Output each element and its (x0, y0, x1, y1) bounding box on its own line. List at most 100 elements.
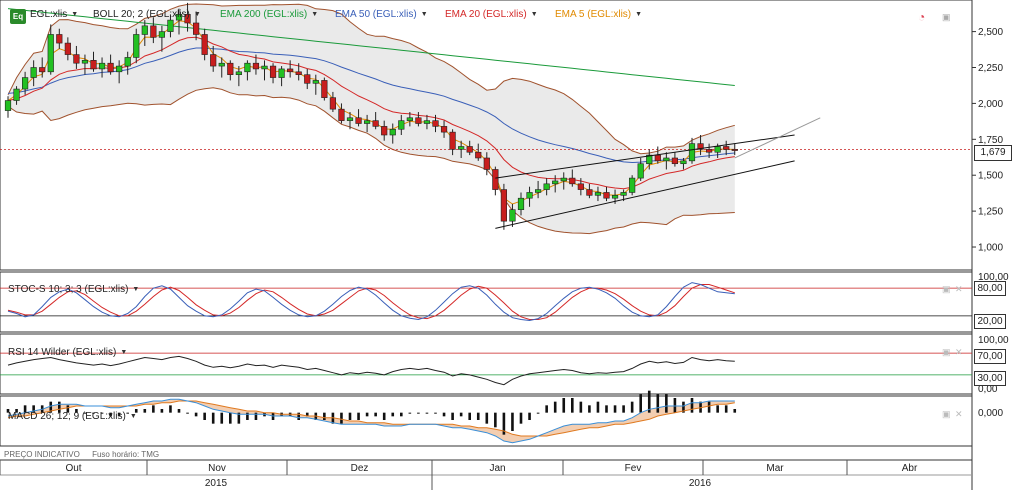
maximize-icon[interactable]: ▣ (942, 12, 951, 22)
macd-histogram-bar (613, 405, 617, 413)
chevron-down-icon[interactable]: ▼ (530, 11, 538, 18)
y-tick-label: 1,750 (978, 135, 1003, 146)
macd-histogram-bar (391, 412, 395, 417)
pane-maximize-icon: ▣ (942, 284, 951, 294)
candle-up (13, 88, 20, 101)
candle-up (534, 189, 542, 193)
macd-histogram-bar (92, 412, 95, 414)
clock-icon[interactable]: ◔ (918, 10, 926, 24)
legend-item-ema20[interactable]: EMA 20 (EGL:xlis) ▼ (445, 9, 538, 20)
chevron-down-icon[interactable]: ▼ (120, 349, 128, 356)
chevron-down-icon[interactable]: ▼ (132, 286, 140, 293)
macd-histogram-bar (656, 394, 660, 413)
year-label: 2015 (205, 478, 228, 489)
macd-histogram-bar (160, 409, 164, 413)
macd-histogram-bar (459, 412, 463, 417)
macd-histogram-bar (203, 412, 206, 420)
macd-histogram-bar (673, 398, 677, 413)
bollinger-upper-line (7, 3, 735, 155)
legend-item-label: EMA 200 (EGL:xlis) (220, 9, 308, 20)
legend-item-label: EMA 5 (EGL:xlis) (555, 9, 632, 20)
chevron-down-icon[interactable]: ▼ (129, 413, 137, 420)
candle-down (90, 60, 97, 70)
legend-item-ema200[interactable]: EMA 200 (EGL:xlis) ▼ (220, 9, 318, 20)
candle-up (218, 62, 225, 67)
month-label: Nov (208, 463, 226, 474)
chevron-down-icon[interactable]: ▼ (71, 11, 79, 18)
macd-histogram-bar (442, 412, 446, 417)
candle-up (714, 146, 721, 153)
candle-down (654, 154, 661, 162)
y-tick-label: 2,250 (978, 63, 1003, 74)
macd-histogram-bar (707, 401, 711, 413)
macd-histogram-bar (32, 405, 35, 413)
candle-down (355, 117, 362, 124)
macd-title[interactable]: MACD 26; 12; 9 (EGL:xlis) ▼ (8, 411, 137, 422)
macd-histogram-bar (357, 412, 360, 420)
candle-down (227, 62, 234, 75)
macd-histogram-bar (400, 412, 403, 417)
last-price-label: 1,679 (974, 145, 1012, 161)
rsi-line (7, 355, 735, 386)
macd-histogram-bar (126, 412, 129, 414)
macd-histogram-bar (716, 405, 719, 413)
legend-symbol[interactable]: EGL:xlis ▼ (30, 9, 78, 20)
chevron-down-icon[interactable]: ▼ (420, 11, 428, 18)
candle-up (158, 31, 166, 38)
candle-up (543, 183, 550, 190)
candle-up (423, 120, 431, 124)
candle-down (723, 146, 730, 150)
candle-down (329, 97, 337, 110)
y-tick-label: 2,000 (978, 99, 1003, 110)
candle-up (560, 177, 567, 182)
year-label: 2016 (689, 478, 712, 489)
price-indicator-note: PREÇO INDICATIVO (4, 450, 80, 459)
month-label: Mar (766, 463, 784, 474)
candle-up (680, 160, 687, 165)
rsi-title[interactable]: RSI 14 Wilder (EGL:xlis) ▼ (8, 347, 127, 358)
macd-zero-tick: 0,000 (978, 408, 1003, 419)
macd-histogram-bar (733, 409, 737, 413)
timezone-note: Fuso horário: TMG (92, 450, 160, 459)
chevron-down-icon[interactable]: ▼ (635, 11, 643, 18)
candle-down (321, 80, 328, 98)
legend-item-ema50[interactable]: EMA 50 (EGL:xlis) ▼ (335, 9, 428, 20)
y-tick-label: 1,250 (978, 207, 1003, 218)
macd-histogram-bar (408, 412, 412, 414)
macd-histogram-bar (23, 405, 27, 413)
candle-up (346, 117, 354, 121)
macd-histogram-bar (348, 412, 352, 420)
macd-histogram-bar (117, 412, 121, 417)
legend-item-boll[interactable]: BOLL 20; 2 (EGL:xlis) ▼ (93, 9, 201, 20)
candle-down (73, 54, 80, 64)
stoch-pane-frame (0, 271, 973, 333)
month-label: Jan (489, 463, 505, 474)
stoch-k-line (7, 282, 735, 322)
candle-down (432, 120, 439, 127)
month-label: Dez (351, 463, 369, 474)
macd-histogram-bar (511, 412, 514, 431)
macd-histogram-bar (417, 412, 420, 414)
pane-close-icon: ✕ (955, 284, 963, 294)
candle-down (466, 146, 473, 153)
candle-up (526, 192, 533, 199)
bollinger-band-fill (8, 4, 735, 234)
chevron-down-icon[interactable]: ▼ (311, 11, 319, 18)
macd-histogram-bar (571, 398, 574, 413)
candle-up (517, 197, 525, 210)
macd-area-fill (8, 399, 735, 443)
macd-histogram-bar (152, 405, 155, 413)
stoch-title[interactable]: STOC-S 10; 3; 3 (EGL:xlis) ▼ (8, 284, 139, 295)
candle-down (193, 22, 200, 35)
macd-histogram-bar (553, 401, 557, 413)
legend-item-ema5[interactable]: EMA 5 (EGL:xlis) ▼ (555, 9, 642, 20)
chevron-down-icon[interactable]: ▼ (193, 11, 201, 18)
rsi-upper-level: 70,00 (974, 349, 1006, 364)
candle-up (21, 77, 29, 90)
candle-up (688, 143, 696, 162)
candle-up (141, 25, 148, 35)
y-tick-label: 2,500 (978, 27, 1003, 38)
macd-histogram-bar (494, 412, 497, 428)
candle-up (175, 14, 183, 21)
